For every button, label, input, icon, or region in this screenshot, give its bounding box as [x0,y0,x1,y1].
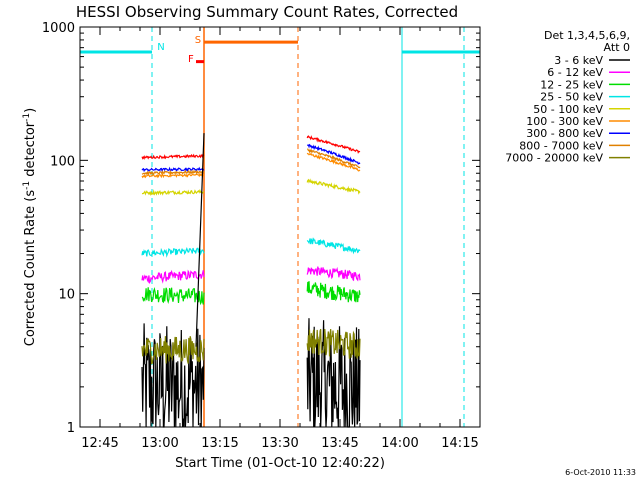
series-line [307,148,361,169]
series-line [306,328,361,359]
series-line [141,188,205,196]
y-tick-label: 100 [50,154,75,169]
flare-label: F [188,54,194,65]
footer-timestamp: 6-Oct-2010 11:33 [565,468,636,477]
y-tick-label: 10 [58,288,75,303]
saa-label: S [195,35,201,46]
legend-header-2: Att 0 [604,41,630,54]
series-line [195,133,205,347]
legend-entry-label: 25 - 50 keV [540,91,603,104]
plot-frame [79,26,481,428]
y-tick-label: 1 [67,421,75,436]
x-tick-label: 12:45 [81,436,118,451]
legend-entry-label: 6 - 12 keV [547,66,603,79]
x-axis-label: Start Time (01-Oct-10 12:40:22) [175,456,385,471]
series-line [141,168,205,176]
legend-entry-label: 12 - 25 keV [540,78,603,91]
legend-entry-label: 100 - 300 keV [526,115,603,128]
series-line [306,281,361,303]
series-line [306,178,361,195]
x-tick-label: 13:15 [201,436,238,451]
x-tick-label: 13:30 [261,436,298,451]
series-line [306,237,361,255]
series-line [307,143,361,165]
y-tick-label: 1000 [42,21,75,36]
series-line [306,135,361,154]
chart-title: HESSI Observing Summary Count Rates, Cor… [76,3,458,21]
series-line [141,166,205,173]
legend-entry-label: 300 - 800 keV [526,127,603,140]
series-line [141,269,205,285]
series-line [306,152,361,172]
plot-data-layer: N SF [80,27,480,428]
legend-entry-label: 800 - 7000 keV [519,139,603,152]
x-tick-label: 13:45 [321,436,358,451]
legend-entry-label: 50 - 100 keV [533,103,603,116]
axis-ticks: 12:45 13:00 13:15 13:30 13:45 14:00 14:15 1 10 10… [42,21,481,451]
x-tick-label: 13:00 [141,436,178,451]
legend-header-1: Det 1,3,4,5,6,9, [544,29,630,42]
legend-entry-label: 7000 - 20000 keV [505,152,603,165]
x-tick-label: 14:15 [441,436,478,451]
series-line [141,246,205,258]
series-line [306,266,361,282]
series-line [141,172,205,179]
series-line [141,323,205,428]
y-axis-label: Corrected Count Rate (s-1 detector-1) [22,108,38,346]
x-tick-label: 14:00 [381,436,418,451]
night-label: N [157,42,164,53]
series-line [306,318,361,428]
series-line [141,287,205,306]
series-line [141,336,205,365]
legend-entry-label: 3 - 6 keV [554,54,603,67]
series-line [141,153,205,161]
